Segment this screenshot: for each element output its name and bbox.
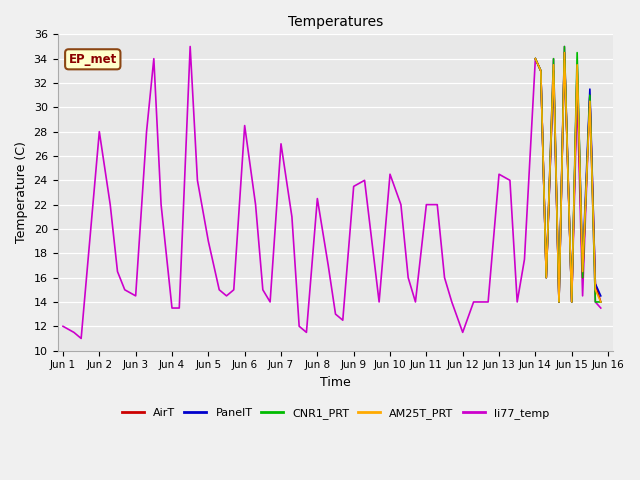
Title: Temperatures: Temperatures	[288, 15, 383, 29]
Legend: AirT, PanelT, CNR1_PRT, AM25T_PRT, li77_temp: AirT, PanelT, CNR1_PRT, AM25T_PRT, li77_…	[118, 404, 554, 423]
X-axis label: Time: Time	[320, 376, 351, 389]
Y-axis label: Temperature (C): Temperature (C)	[15, 142, 28, 243]
Text: EP_met: EP_met	[68, 53, 117, 66]
